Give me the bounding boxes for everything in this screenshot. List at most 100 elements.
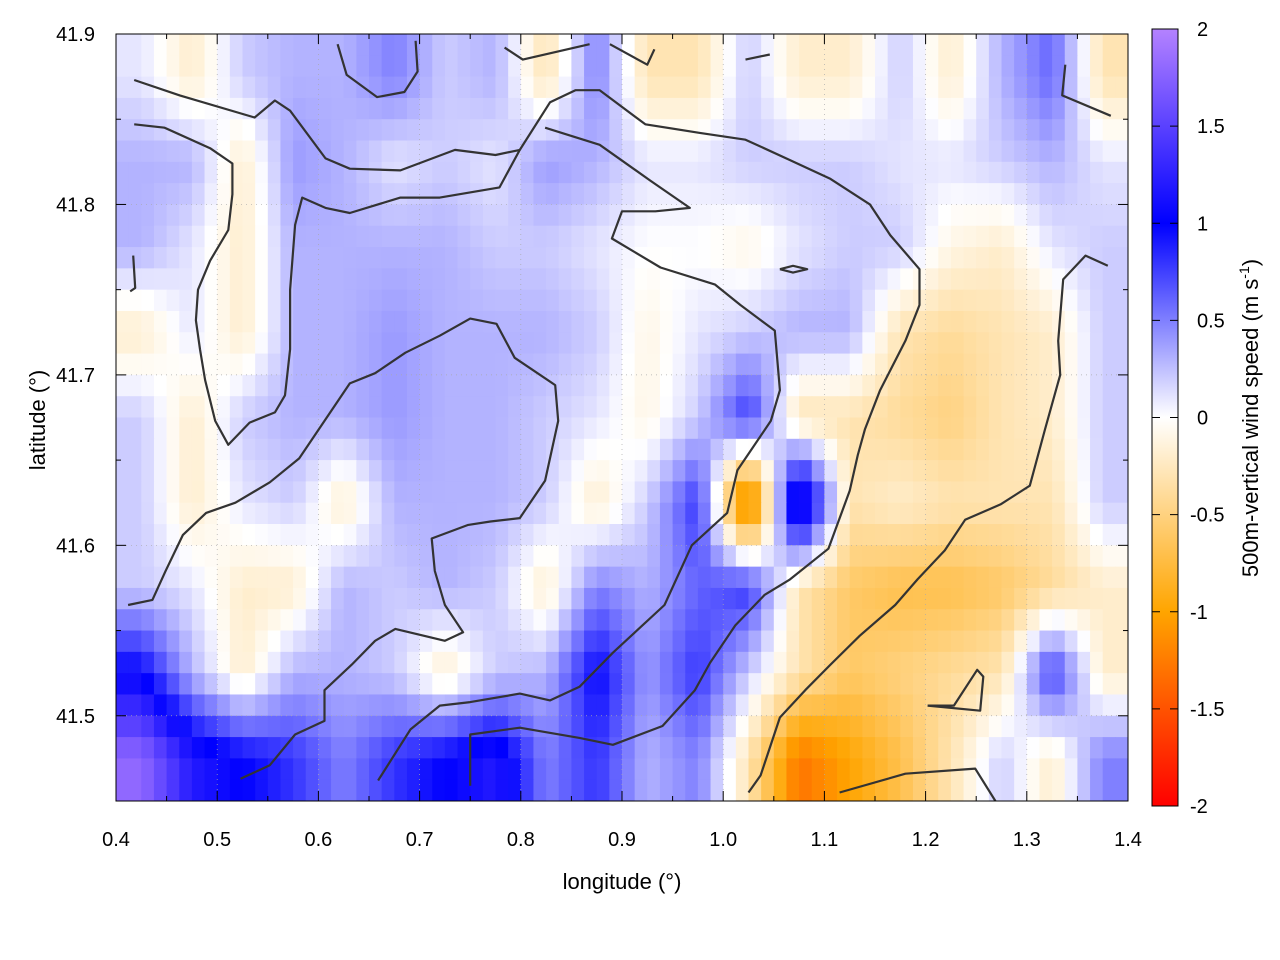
heatmap-cell — [369, 374, 383, 397]
heatmap-cell — [229, 694, 244, 717]
heatmap-cell — [1115, 758, 1128, 781]
heatmap-cell — [293, 801, 306, 823]
heatmap-cell — [1102, 609, 1116, 632]
heatmap-cell — [419, 140, 433, 163]
heatmap-cell — [875, 310, 889, 333]
heatmap-cell — [1077, 545, 1091, 568]
heatmap-cell — [128, 524, 142, 546]
heatmap-cell — [318, 268, 332, 291]
heatmap-cell — [647, 204, 661, 227]
heatmap-cell — [596, 289, 610, 312]
heatmap-cell — [1027, 801, 1040, 823]
heatmap-cell — [432, 737, 446, 759]
heatmap-cell — [116, 161, 130, 184]
heatmap-cell — [811, 225, 825, 248]
heatmap-cell — [280, 34, 294, 56]
heatmap-cell — [331, 438, 345, 461]
heatmap-cell — [204, 204, 218, 227]
heatmap-cell — [141, 460, 155, 483]
heatmap-cell — [1014, 609, 1028, 632]
heatmap-cell — [1064, 566, 1078, 589]
heatmap-cell — [799, 758, 813, 781]
heatmap-cell — [697, 289, 712, 312]
heatmap-cell — [799, 673, 813, 696]
heatmap-cell — [166, 481, 180, 504]
heatmap-cell — [786, 140, 800, 163]
heatmap-cell — [748, 332, 762, 355]
heatmap-cell — [1052, 545, 1066, 568]
heatmap-cell — [710, 715, 724, 738]
heatmap-cell — [1090, 161, 1104, 184]
heatmap-cell — [305, 97, 319, 120]
heatmap-cell — [1103, 801, 1116, 823]
heatmap-cell — [1014, 460, 1028, 483]
heatmap-cell — [912, 524, 927, 546]
heatmap-cell — [1001, 204, 1015, 227]
heatmap-cell — [963, 183, 977, 206]
heatmap-cell — [685, 587, 699, 610]
heatmap-cell — [179, 268, 193, 291]
heatmap-cell — [596, 481, 610, 504]
heatmap-cell — [786, 289, 800, 312]
heatmap-cell — [925, 353, 939, 376]
heatmap-cell — [356, 225, 370, 248]
heatmap-cell — [191, 204, 206, 227]
heatmap-cell — [356, 779, 370, 801]
heatmap-cell — [204, 545, 218, 568]
heatmap-cell — [546, 289, 560, 312]
heatmap-cell — [153, 396, 168, 419]
heatmap-cell — [369, 268, 383, 291]
heatmap-cell — [242, 140, 256, 163]
heatmap-cell — [305, 502, 319, 525]
heatmap-cell — [1077, 587, 1091, 610]
heatmap-cell — [204, 779, 218, 801]
x-tick-label: 1.2 — [912, 829, 940, 851]
heatmap-cell — [862, 460, 876, 483]
heatmap-cell — [824, 587, 838, 610]
heatmap-cell — [1039, 225, 1053, 248]
heatmap-cell — [938, 630, 952, 653]
heatmap-cell — [659, 204, 674, 227]
heatmap-cell — [128, 55, 142, 78]
heatmap-cell — [242, 225, 256, 248]
heatmap-cell — [735, 438, 750, 461]
heatmap-cell — [571, 779, 585, 801]
heatmap-cell — [723, 353, 737, 376]
heatmap-cell — [1090, 758, 1104, 781]
heatmap-cell — [1090, 183, 1104, 206]
heatmap-cell — [520, 161, 535, 184]
heatmap-cell — [622, 417, 636, 440]
heatmap-cell — [710, 524, 724, 546]
heatmap-cell — [406, 758, 421, 781]
heatmap-cell — [1001, 310, 1015, 333]
heatmap-cell — [128, 502, 142, 525]
heatmap-cell — [381, 502, 395, 525]
heatmap-cell — [622, 651, 636, 674]
heatmap-cell — [369, 204, 383, 227]
heatmap-cell — [735, 76, 750, 99]
heatmap-cell — [255, 630, 269, 653]
heatmap-cell — [950, 460, 965, 483]
heatmap-cell — [824, 396, 838, 419]
heatmap-cell — [558, 779, 572, 801]
heatmap-cell — [546, 374, 560, 397]
heatmap-cell — [1014, 183, 1028, 206]
heatmap-cell — [1052, 524, 1066, 546]
heatmap-cell — [571, 183, 585, 206]
heatmap-cell — [217, 332, 231, 355]
heatmap-cell — [1001, 417, 1015, 440]
heatmap-cell — [1102, 694, 1116, 717]
heatmap-cell — [672, 417, 686, 440]
heatmap-cell — [697, 268, 712, 291]
heatmap-cell — [381, 268, 395, 291]
heatmap-cell — [495, 545, 509, 568]
heatmap-cell — [685, 76, 699, 99]
heatmap-cell — [318, 545, 332, 568]
heatmap-cell — [685, 34, 699, 56]
heatmap-cell — [482, 119, 497, 142]
heatmap-cell — [1064, 353, 1078, 376]
heatmap-cell — [153, 374, 168, 397]
heatmap-cell — [419, 587, 433, 610]
heatmap-cell — [153, 609, 168, 632]
heatmap-cell — [533, 587, 547, 610]
